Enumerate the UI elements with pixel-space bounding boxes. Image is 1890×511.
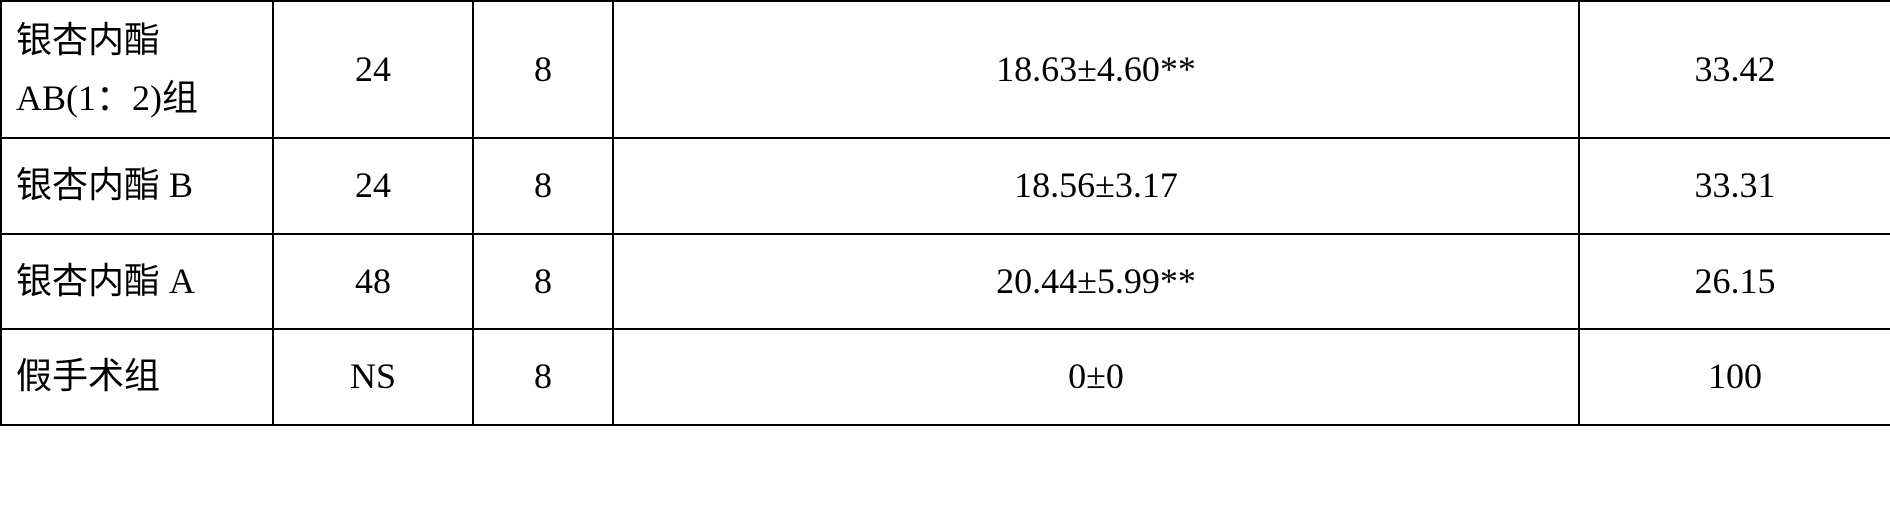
cell-percent: 100 — [1579, 329, 1890, 425]
cell-dose: 24 — [273, 138, 473, 234]
cell-percent: 33.42 — [1579, 1, 1890, 138]
table-row: 银杏内酯 B 24 8 18.56±3.17 33.31 — [1, 138, 1890, 234]
cell-percent: 26.15 — [1579, 234, 1890, 330]
data-table: 银杏内酯AB(1：2)组 24 8 18.63±4.60** 33.42 银杏内… — [0, 0, 1890, 426]
cell-dose: 24 — [273, 1, 473, 138]
table-row: 假手术组 NS 8 0±0 100 — [1, 329, 1890, 425]
table-row: 银杏内酯 A 48 8 20.44±5.99** 26.15 — [1, 234, 1890, 330]
cell-percent: 33.31 — [1579, 138, 1890, 234]
cell-mean-sd: 0±0 — [613, 329, 1579, 425]
cell-group-name: 银杏内酯AB(1：2)组 — [1, 1, 273, 138]
cell-n: 8 — [473, 138, 613, 234]
cell-dose: 48 — [273, 234, 473, 330]
cell-n: 8 — [473, 329, 613, 425]
cell-n: 8 — [473, 1, 613, 138]
cell-n: 8 — [473, 234, 613, 330]
cell-group-name: 银杏内酯 A — [1, 234, 273, 330]
cell-mean-sd: 18.56±3.17 — [613, 138, 1579, 234]
cell-group-name: 银杏内酯 B — [1, 138, 273, 234]
table-row: 银杏内酯AB(1：2)组 24 8 18.63±4.60** 33.42 — [1, 1, 1890, 138]
cell-mean-sd: 18.63±4.60** — [613, 1, 1579, 138]
cell-mean-sd: 20.44±5.99** — [613, 234, 1579, 330]
cell-group-name: 假手术组 — [1, 329, 273, 425]
cell-dose: NS — [273, 329, 473, 425]
